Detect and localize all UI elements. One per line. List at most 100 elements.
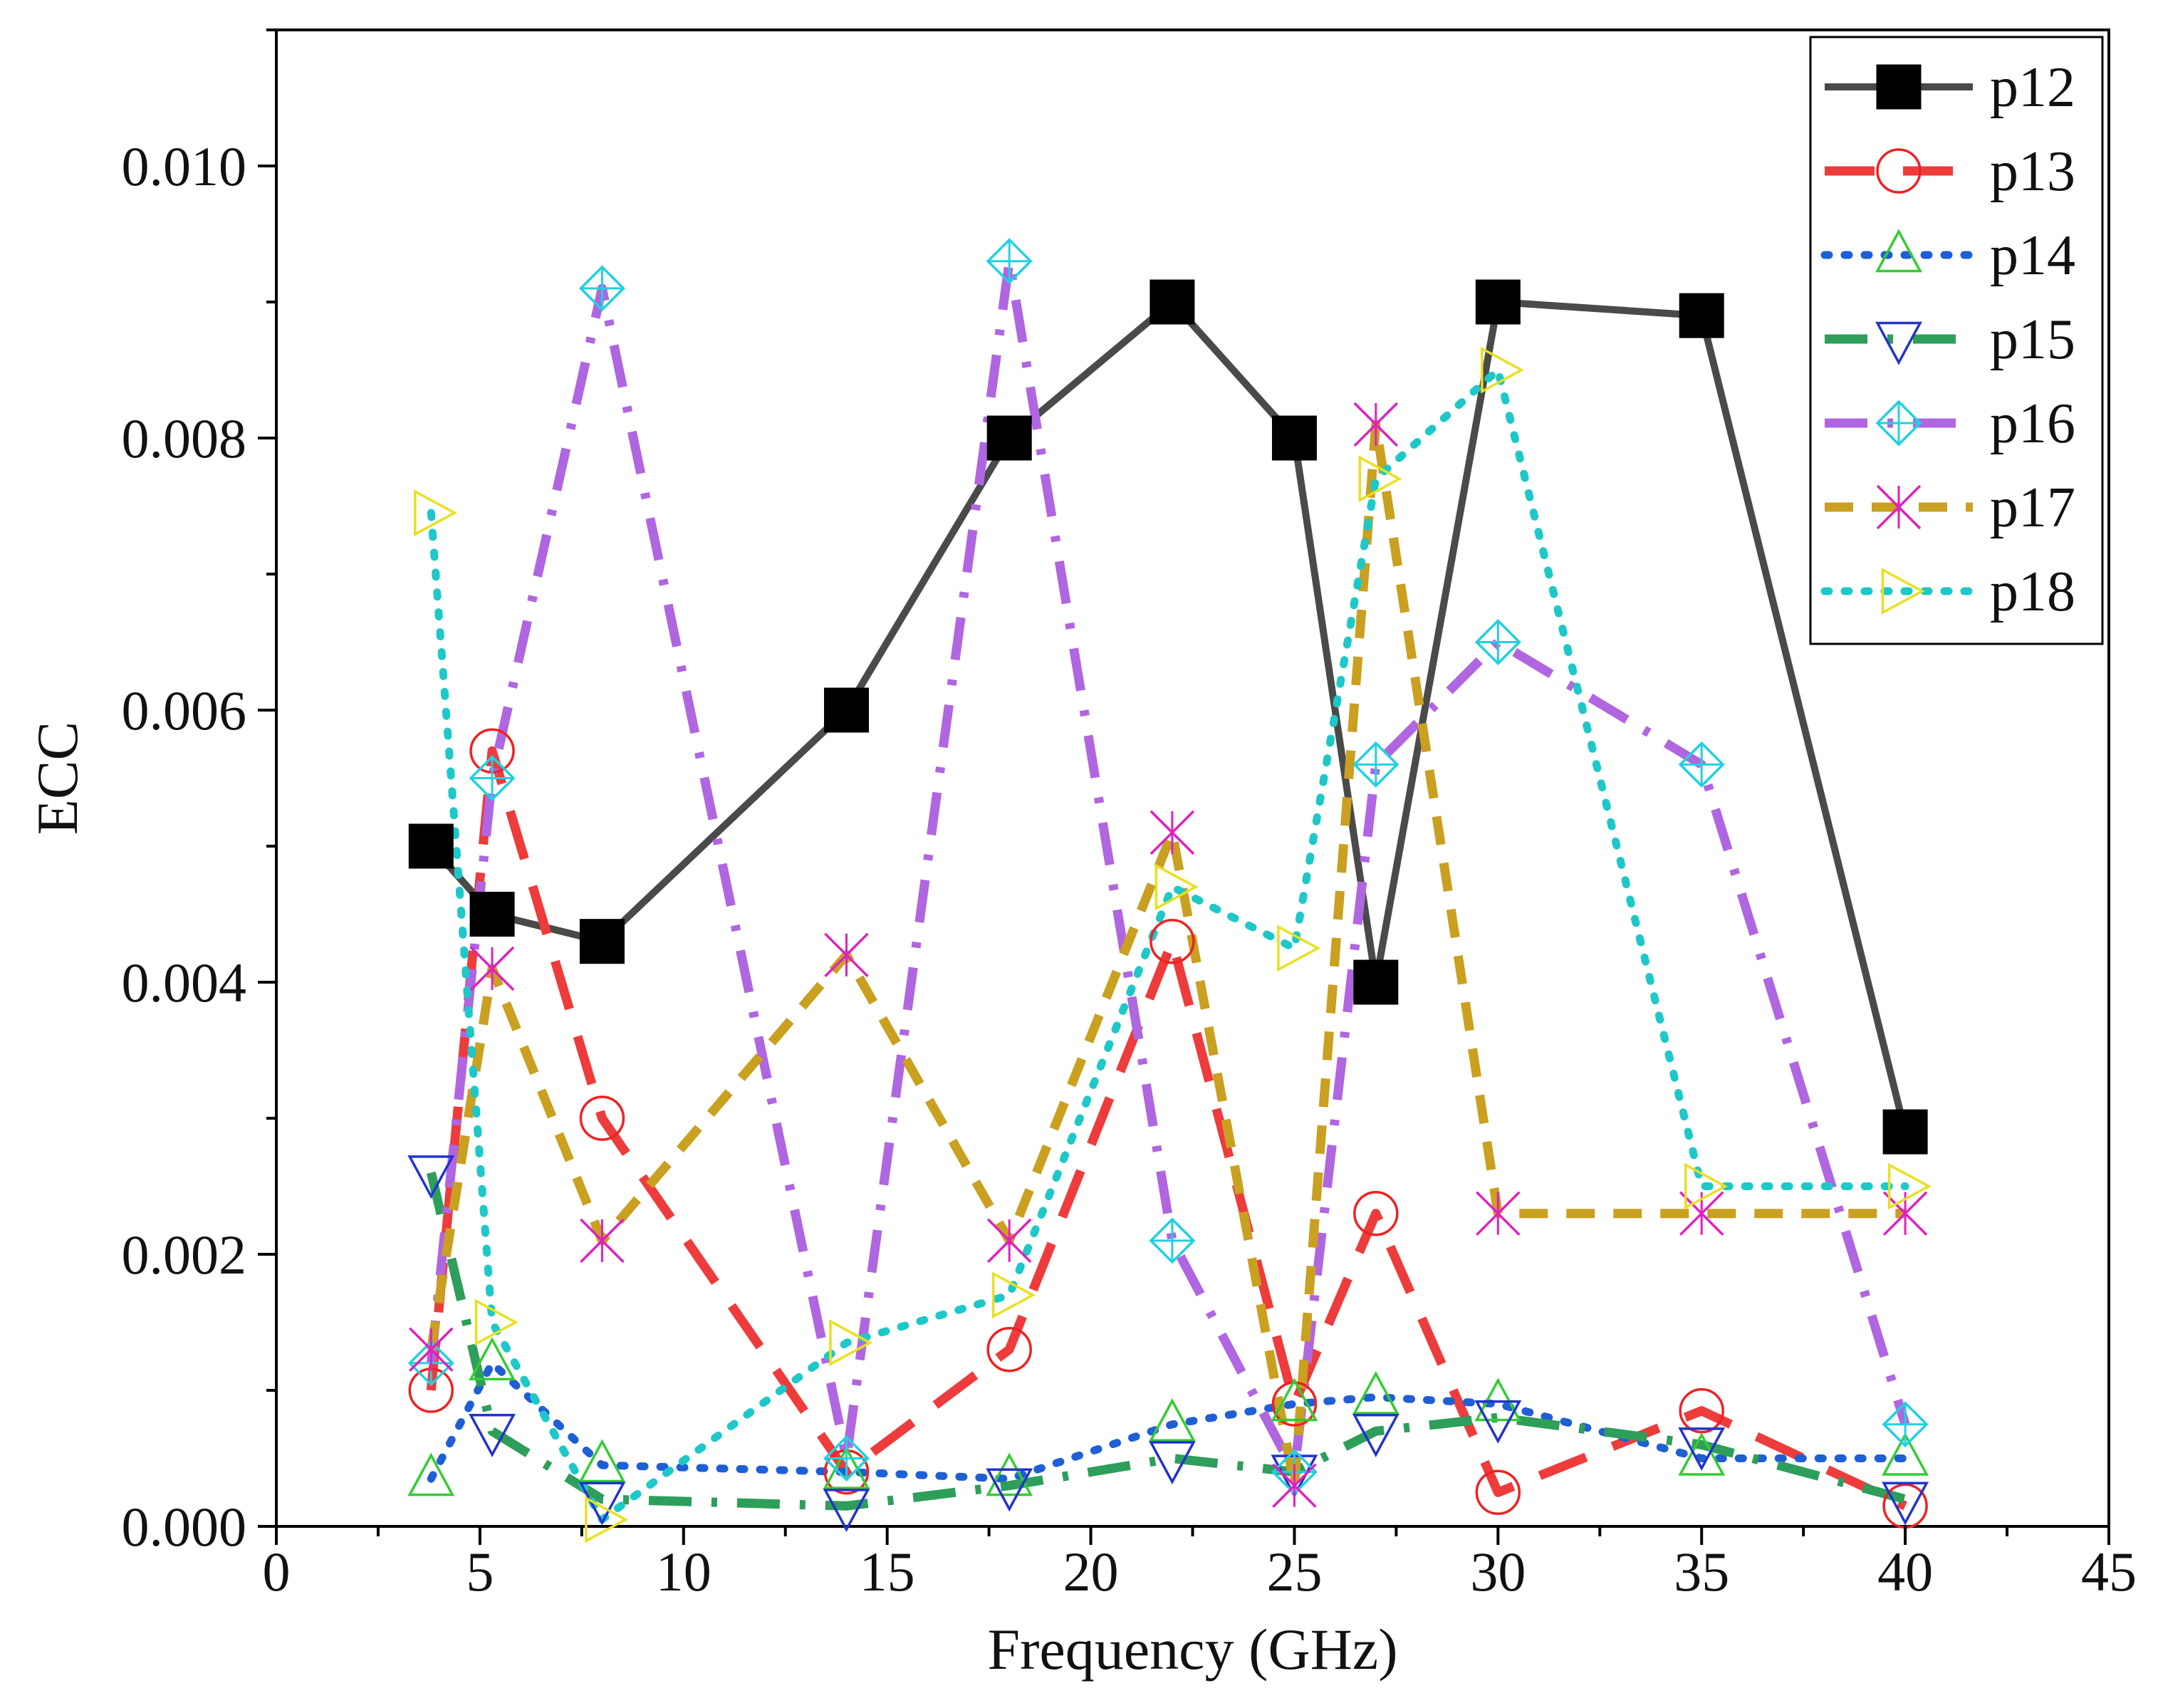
y-axis-title: ECC	[25, 722, 90, 835]
data-point-p15	[469, 1414, 516, 1457]
y-tick-label: 0.000	[122, 1496, 247, 1558]
data-point-p13	[986, 1326, 1032, 1373]
legend-marker-p12	[1876, 64, 1922, 110]
data-point-p16	[1678, 741, 1725, 788]
data-point-p13	[579, 1095, 625, 1141]
square-marker	[408, 823, 454, 869]
data-point-p16	[823, 1435, 870, 1482]
data-point-p12	[1353, 959, 1399, 1005]
y-tick-label: 0.002	[122, 1224, 247, 1286]
legend-marker-p17	[1876, 484, 1922, 530]
data-point-p12	[1679, 293, 1724, 338]
triangle-right-marker	[1887, 1162, 1932, 1210]
data-point-p17	[1476, 1191, 1521, 1236]
axes: 0 5 10 15 20 25 30 35 40 45 0.000 0.002 0.004 0.006 0.…	[122, 28, 2137, 1603]
square-marker	[1876, 64, 1922, 110]
data-point-p12	[1150, 279, 1195, 325]
triangle-down-marker	[407, 1155, 455, 1199]
data-point-p12	[579, 919, 625, 964]
triangle-right-marker	[1277, 925, 1321, 972]
data-point-p12	[1475, 279, 1521, 325]
series-lines	[426, 256, 1910, 1524]
data-point-p15	[1882, 1482, 1929, 1526]
data-point-p15	[986, 1468, 1033, 1512]
triangle-up-marker	[407, 1452, 455, 1496]
data-point-p14	[407, 1452, 455, 1496]
data-point-p15	[578, 1482, 626, 1526]
data-point-p18	[991, 1271, 1036, 1319]
triangle-up-marker	[1875, 229, 1922, 273]
data-point-p18	[474, 1298, 518, 1346]
triangle-right-marker	[414, 489, 457, 536]
data-point-p15	[823, 1489, 870, 1533]
triangle-up-marker	[1678, 1432, 1726, 1476]
triangle-up-marker	[1474, 1378, 1522, 1422]
triangle-right-marker	[829, 1319, 873, 1367]
data-point-p18	[1481, 346, 1525, 394]
x-tick-label: 45	[2081, 1541, 2137, 1603]
circle-marker	[579, 1095, 625, 1141]
triangle-down-marker	[823, 1489, 870, 1533]
data-point-p17	[824, 932, 869, 978]
x-tick-label: 30	[1470, 1541, 1526, 1603]
data-point-p18	[1684, 1162, 1728, 1210]
triangle-up-marker	[1148, 1398, 1196, 1442]
triangle-right-marker	[1481, 346, 1525, 394]
data-point-p15	[1678, 1427, 1726, 1472]
square-marker	[1353, 959, 1399, 1005]
triangle-up-marker	[1882, 1432, 1929, 1476]
x-tick-label: 5	[466, 1541, 494, 1603]
legend-label-p12: p12	[1990, 56, 2075, 119]
data-point-p18	[829, 1319, 873, 1367]
triangle-down-marker	[1875, 321, 1922, 365]
data-point-p15	[407, 1155, 455, 1199]
series-line-p12	[428, 298, 1909, 1133]
square-marker	[579, 919, 625, 964]
triangle-right-marker	[1881, 568, 1925, 615]
data-point-p17	[986, 1218, 1032, 1264]
square-marker	[1475, 279, 1521, 325]
triangle-down-marker	[1474, 1400, 1522, 1444]
data-point-p18	[414, 489, 457, 536]
data-point-p17	[1353, 402, 1399, 447]
data-point-p17	[469, 946, 515, 991]
triangle-up-marker	[469, 1337, 516, 1381]
data-point-p16	[1882, 1401, 1929, 1448]
triangle-down-marker	[1148, 1441, 1196, 1485]
triangle-down-marker	[469, 1414, 516, 1457]
legend-label-p17: p17	[1990, 477, 2075, 539]
legend-label-p16: p16	[1990, 392, 2075, 455]
data-point-p14	[1271, 1378, 1318, 1422]
series-line-p17	[426, 420, 1906, 1491]
x-tick-label: 40	[1877, 1541, 1933, 1603]
legend-label-p13: p13	[1990, 140, 2075, 203]
triangle-up-marker	[1352, 1370, 1399, 1415]
circle-marker	[1475, 1469, 1521, 1515]
x-tick-label: 20	[1063, 1541, 1119, 1603]
series-line-p16	[426, 256, 1910, 1477]
triangle-right-marker	[1154, 863, 1199, 911]
data-point-p12	[469, 892, 515, 937]
data-point-p18	[1887, 1162, 1932, 1210]
triangle-right-marker	[1684, 1162, 1728, 1210]
triangle-up-marker	[578, 1439, 626, 1483]
data-point-p17	[580, 1218, 625, 1264]
square-marker	[1271, 415, 1317, 461]
data-point-p16	[1474, 619, 1521, 665]
y-tick-label: 0.004	[122, 952, 247, 1014]
x-tick-label: 0	[263, 1541, 291, 1603]
series-markers	[407, 238, 1932, 1543]
data-point-p18	[585, 1496, 629, 1543]
data-point-p18	[1358, 455, 1402, 503]
legend-marker-p14	[1875, 229, 1922, 273]
x-tick-label: 15	[860, 1541, 915, 1603]
data-point-p16	[469, 755, 516, 801]
data-point-p14	[469, 1337, 516, 1381]
data-point-p14	[1474, 1378, 1522, 1422]
triangle-down-marker	[578, 1482, 626, 1526]
circle-marker	[1353, 1190, 1399, 1236]
data-point-p16	[578, 265, 625, 312]
data-point-p14	[578, 1439, 626, 1483]
triangle-right-marker	[474, 1298, 518, 1346]
